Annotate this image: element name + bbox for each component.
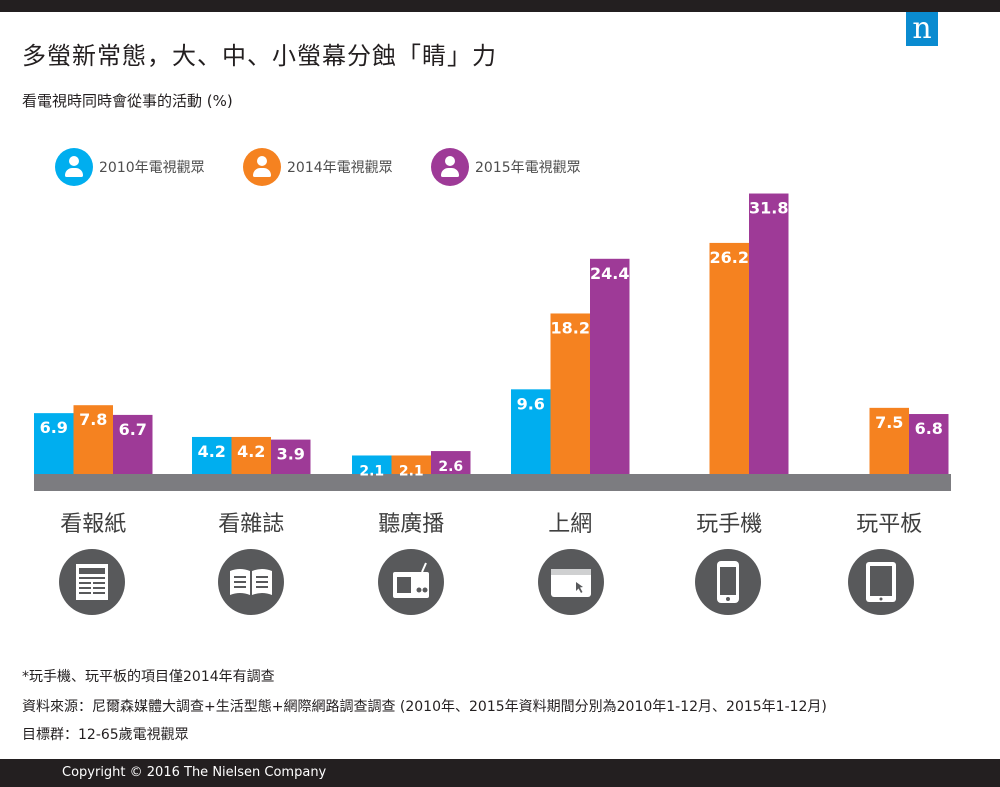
bar-1-series-1 [34, 413, 74, 474]
page-subtitle: 看電視時同時會從事的活動 (%) [22, 92, 233, 110]
bar-6-series-3 [909, 414, 949, 474]
bar-4-series-3 [590, 258, 630, 474]
laptop-icon [538, 549, 604, 615]
legend-item-2014: 2014年電視觀眾 [243, 148, 393, 186]
bar-value-label: 4.2 [198, 442, 226, 461]
top-bar [0, 0, 1000, 12]
smartphone-icon [695, 549, 761, 615]
target-note: 目標群：12-65歲電視觀眾 [22, 727, 189, 743]
bar-5-series-2 [709, 242, 749, 474]
legend-item-2015: 2015年電視觀眾 [431, 148, 581, 186]
bar-4-series-2 [550, 313, 590, 474]
bar-value-label: 6.9 [40, 418, 68, 437]
bar-value-label: 3.9 [277, 445, 305, 464]
legend-label-2010: 2010年電視觀眾 [99, 160, 205, 176]
bar-1-series-2 [73, 405, 113, 474]
bar-1-series-3 [113, 414, 153, 474]
person-icon [431, 148, 469, 186]
magazine-icon [218, 549, 284, 615]
bar-chart: 6.9 7.8 6.7 4.2 4.2 3.9 2.1 2.1 2.6 9.6 18.2 24.4 26… [34, 193, 951, 537]
legend-item-2010: 2010年電視觀眾 [55, 148, 205, 186]
category-label: 玩手機 [696, 512, 762, 537]
category-label: 玩平板 [856, 512, 922, 537]
category-label: 看雜誌 [218, 512, 284, 537]
bar-6-series-2 [869, 407, 909, 474]
bar-4-series-1 [511, 389, 551, 474]
legend-label-2015: 2015年電視觀眾 [475, 160, 581, 176]
bar-value-label: 4.2 [237, 442, 265, 461]
footer-bar: Copyright © 2016 The Nielsen Company [0, 759, 1000, 787]
radio-icon [378, 549, 444, 615]
tablet-icon [848, 549, 914, 615]
source-note: 資料來源：尼爾森媒體大調查+生活型態+網際網路調查調查 (2010年、2015年… [22, 699, 827, 715]
bar-2-series-2 [231, 436, 271, 474]
category-label: 上網 [548, 512, 592, 537]
legend-label-2014: 2014年電視觀眾 [287, 160, 393, 176]
bar-value-label: 26.2 [710, 248, 749, 267]
footnote: *玩手機、玩平板的項目僅2014年有調查 [22, 669, 275, 685]
bar-value-label: 2.1 [399, 463, 424, 479]
bar-3-series-2 [391, 455, 431, 474]
chart-baseline [34, 474, 951, 491]
bar-value-label: 18.2 [551, 318, 590, 337]
bar-value-label: 31.8 [749, 199, 788, 218]
bar-2-series-1 [192, 436, 232, 474]
bar-value-label: 7.8 [79, 410, 107, 429]
bar-3-series-1 [352, 455, 392, 474]
bar-5-series-3 [749, 193, 789, 475]
nielsen-logo: n [906, 12, 938, 46]
bar-2-series-3 [271, 439, 311, 474]
bar-value-label: 24.4 [590, 264, 629, 283]
newspaper-icon [59, 549, 125, 615]
person-icon [243, 148, 281, 186]
bar-3-series-3 [431, 451, 471, 474]
bar-value-label: 9.6 [517, 394, 545, 413]
category-label: 看報紙 [60, 512, 126, 537]
bar-value-label: 7.5 [875, 413, 903, 432]
bar-value-label: 6.7 [119, 420, 147, 439]
copyright-text: Copyright © 2016 The Nielsen Company [62, 765, 327, 780]
bar-value-label: 2.6 [438, 459, 463, 475]
category-label: 聽廣播 [378, 512, 444, 537]
page-title: 多螢新常態，大、中、小螢幕分蝕「睛」力 [22, 42, 497, 70]
bar-value-label: 6.8 [915, 419, 943, 438]
person-icon [55, 148, 93, 186]
bar-value-label: 2.1 [359, 463, 384, 479]
